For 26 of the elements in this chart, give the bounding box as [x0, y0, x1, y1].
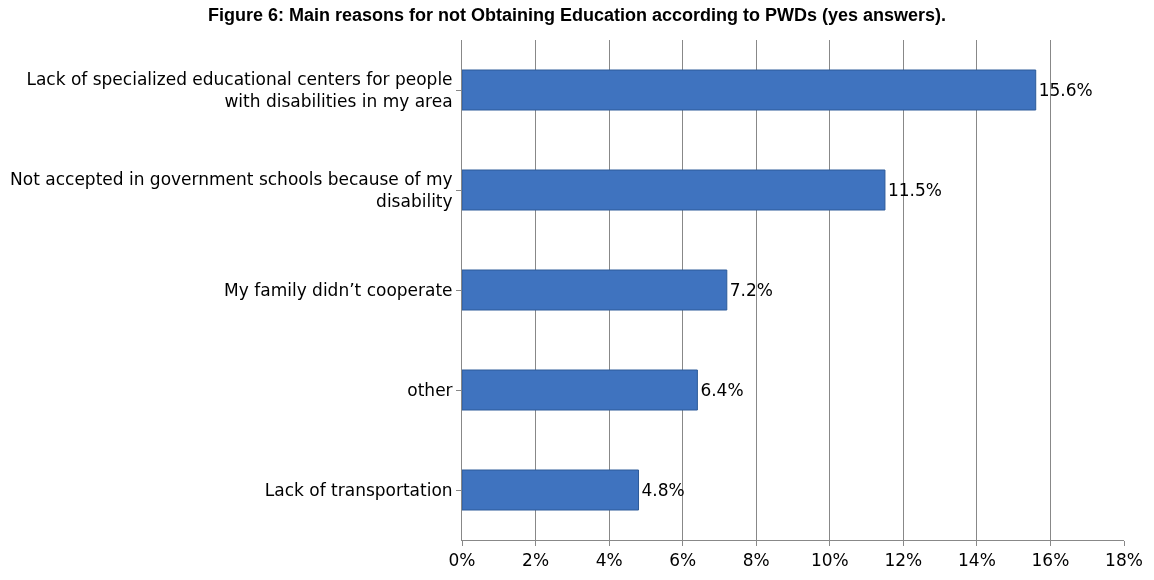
data-label: 15.6%	[1038, 80, 1093, 100]
x-tick-label: 18%	[1105, 550, 1143, 571]
bar	[462, 169, 886, 211]
y-tick-label: My family didn’t cooperate	[224, 279, 453, 300]
bar	[462, 369, 698, 411]
x-tick-label: 14%	[957, 550, 996, 571]
x-tick-label: 16%	[1031, 550, 1070, 571]
y-tick-label: Lack of specialized educational centers for people with disabilities in my area	[26, 68, 453, 111]
y-tick-label: other	[407, 379, 453, 400]
y-tick-label: Not accepted in government schools because of my disability	[10, 168, 453, 211]
data-label: 7.2%	[729, 280, 773, 300]
data-label: 11.5%	[887, 180, 942, 200]
x-tick-label: 6%	[669, 550, 697, 571]
x-tick-label: 8%	[742, 550, 770, 571]
y-tick-label: Lack of transportation	[264, 479, 453, 500]
x-tick-label: 12%	[884, 550, 923, 571]
x-tick-label: 10%	[810, 550, 849, 571]
bar	[462, 469, 640, 511]
data-label: 4.8%	[641, 480, 685, 500]
chart-title: Figure 6: Main reasons for not Obtaining Education according to PWDs (yes answers).	[207, 5, 947, 26]
x-tick-label: 2%	[522, 550, 550, 571]
bar	[462, 269, 728, 311]
data-label: 6.4%	[700, 380, 744, 400]
x-tick-label: 4%	[595, 550, 623, 571]
bar	[462, 69, 1037, 111]
x-tick-label: 0%	[448, 550, 476, 571]
